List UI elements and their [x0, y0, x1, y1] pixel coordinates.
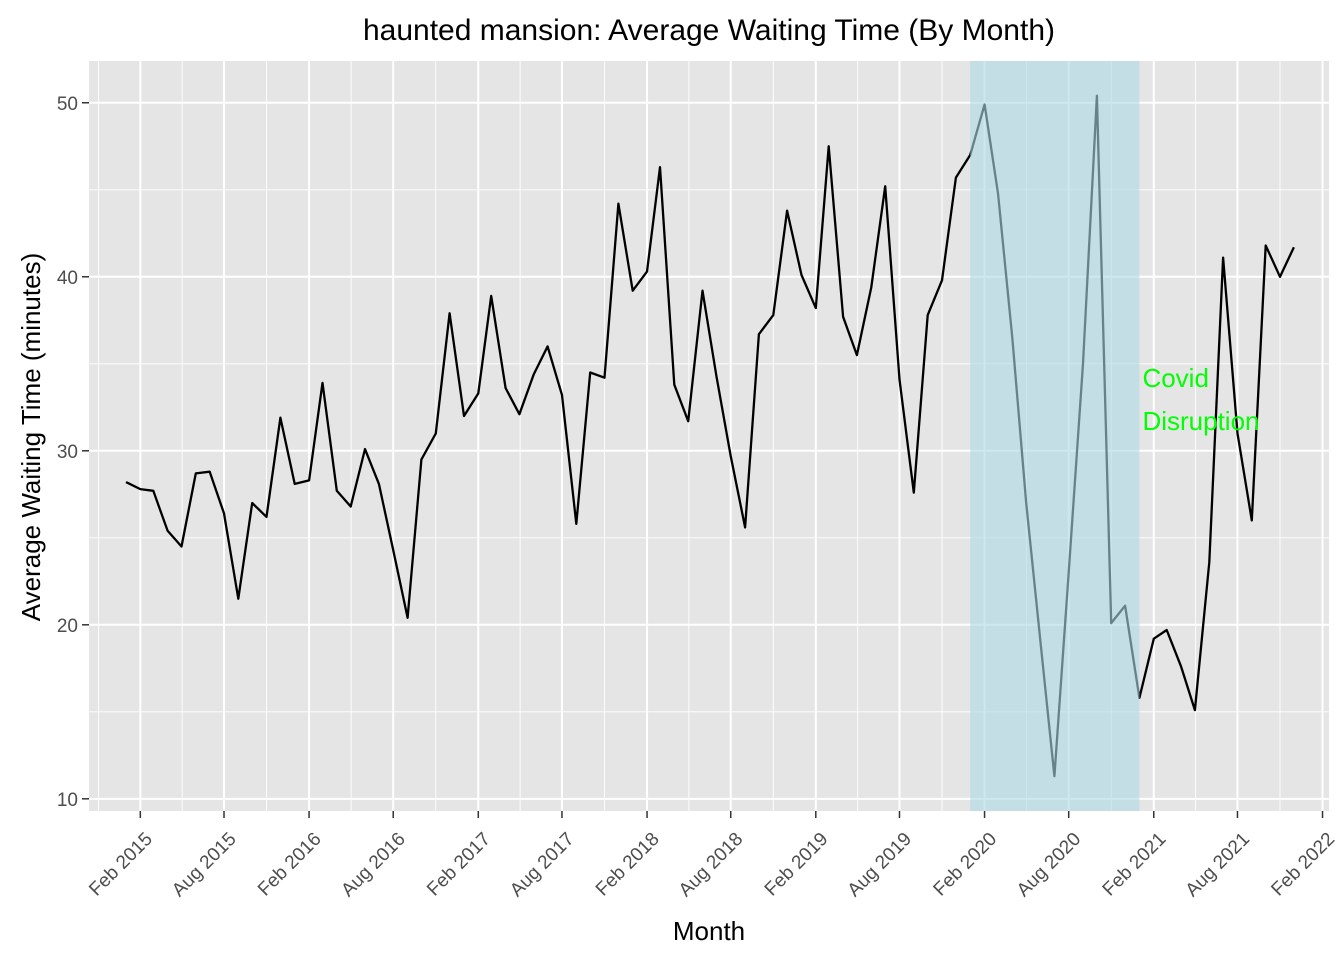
highlight-layer	[970, 61, 1140, 811]
annotation-text: Covid Disruption	[1142, 363, 1259, 436]
x-tick-label: Aug 2021	[1182, 829, 1254, 901]
y-axis-title: Average Waiting Time (minutes)	[16, 253, 46, 621]
y-tick-label: 20	[57, 616, 78, 637]
x-tick-label: Feb 2019	[761, 829, 833, 901]
x-tick-label: Feb 2015	[85, 829, 157, 901]
chart-title: haunted mansion: Average Waiting Time (B…	[363, 14, 1055, 47]
x-tick-label: Aug 2019	[844, 829, 916, 901]
x-axis: Feb 2015 Aug 2015 Feb 2016 Aug 2016 Feb 2017…	[85, 811, 1339, 901]
x-tick-label: Feb 2017	[423, 829, 495, 901]
x-tick-label: Feb 2021	[1099, 829, 1171, 901]
x-tick-label: Aug 2018	[675, 829, 747, 901]
plot-panel	[89, 61, 1329, 811]
y-tick-label: 40	[57, 268, 78, 289]
x-tick-label: Feb 2022	[1267, 829, 1339, 901]
x-tick-label: Feb 2018	[592, 829, 664, 901]
annotation-line: Disruption	[1142, 406, 1259, 436]
x-tick-label: Aug 2016	[337, 829, 409, 901]
y-tick-label: 50	[57, 94, 78, 115]
x-tick-label: Aug 2017	[506, 829, 578, 901]
y-axis: 10 20 30 40 50	[57, 94, 89, 811]
x-tick-label: Feb 2016	[254, 829, 326, 901]
x-tick-label: Aug 2015	[168, 829, 240, 901]
y-tick-label: 30	[57, 442, 78, 463]
annotation-layer: Covid Disruption	[1142, 363, 1259, 436]
x-tick-label: Aug 2020	[1013, 829, 1085, 901]
x-axis-title: Month	[673, 916, 745, 946]
annotation-line: Covid	[1142, 363, 1208, 393]
y-tick-label: 10	[57, 790, 78, 811]
x-tick-label: Feb 2020	[930, 829, 1002, 901]
covid-highlight-band	[970, 61, 1140, 811]
